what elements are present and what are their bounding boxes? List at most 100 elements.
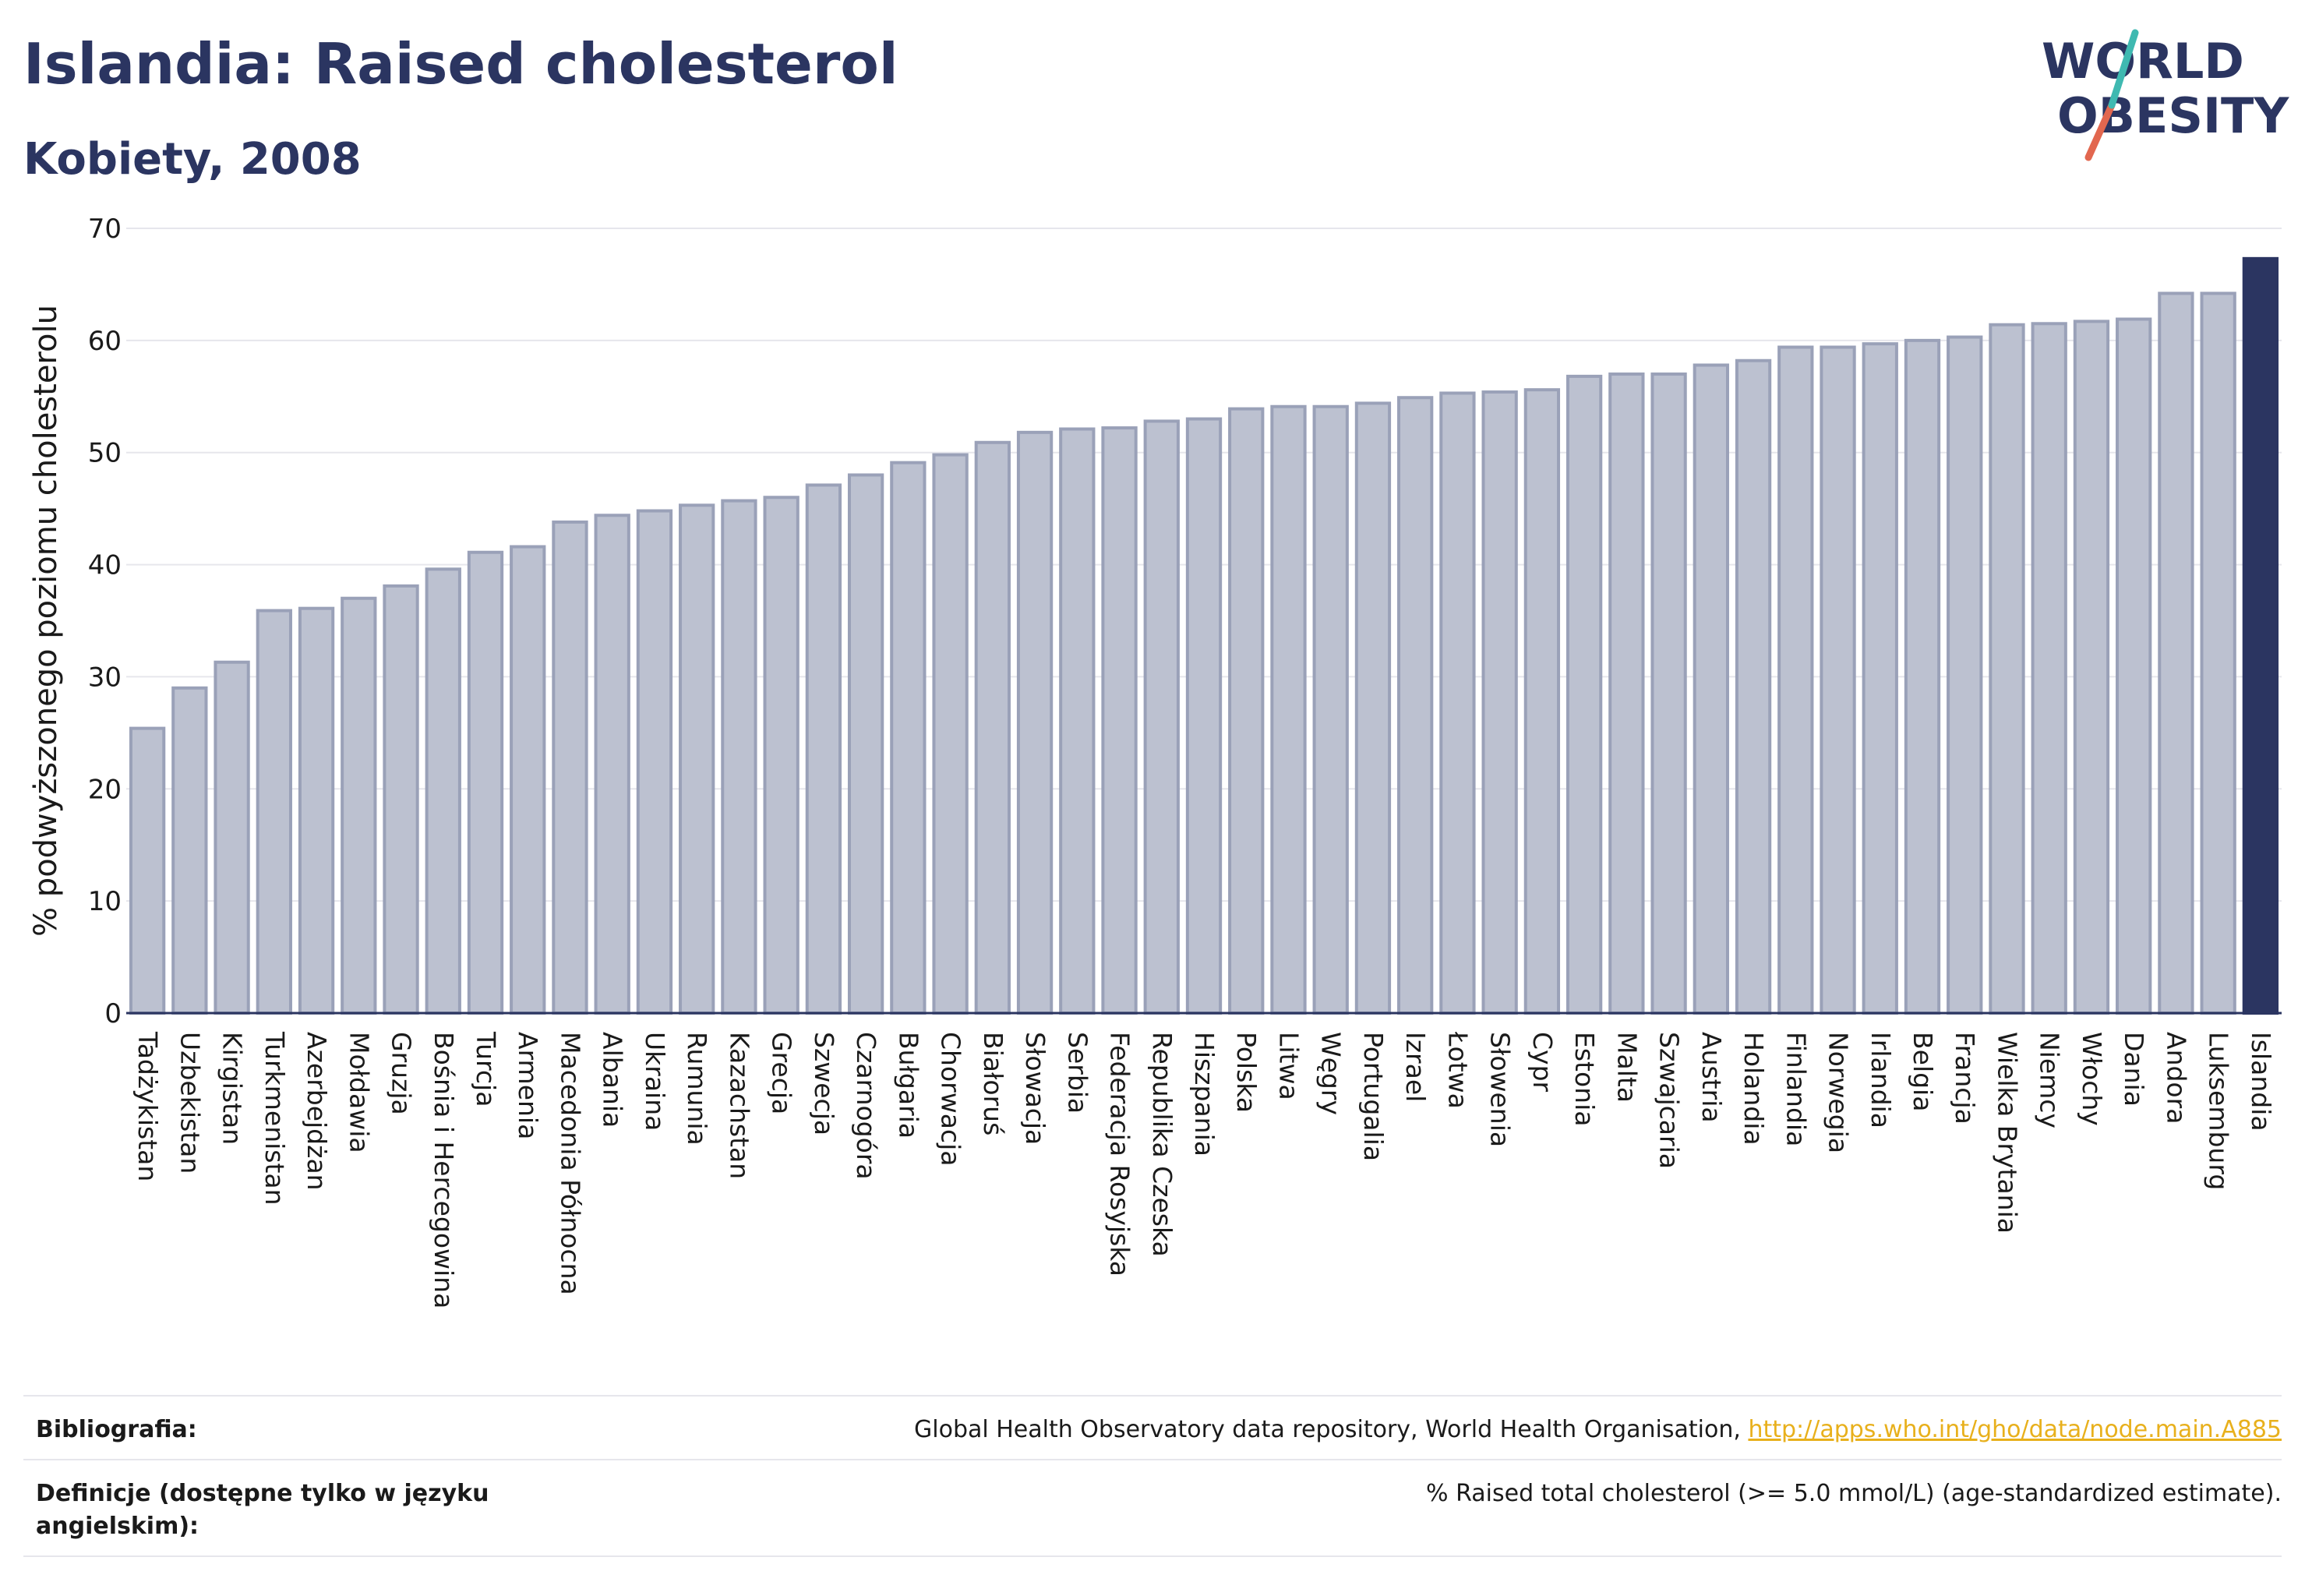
x-category-label: Kazachstan bbox=[724, 1032, 754, 1179]
x-category-label: Włochy bbox=[2077, 1032, 2107, 1126]
bar-Francja bbox=[1947, 335, 1983, 1015]
bar-Belgia bbox=[1904, 338, 1941, 1015]
x-category-label: Albania bbox=[598, 1032, 628, 1128]
x-category-label: Cypr bbox=[1527, 1032, 1558, 1093]
page-subtitle: Kobiety, 2008 bbox=[23, 134, 362, 185]
x-category-label: Macedonia Północna bbox=[555, 1032, 585, 1295]
bar-Macedonia Północna bbox=[552, 520, 588, 1015]
bar-Federacja Rosyjska bbox=[1101, 426, 1138, 1015]
bar-Austria bbox=[1693, 363, 1729, 1015]
definitions-label: Definicje (dostępne tylko w języku angie… bbox=[36, 1480, 489, 1540]
x-category-label: Luksemburg bbox=[2204, 1032, 2234, 1190]
y-tick-label: 20 bbox=[88, 774, 122, 805]
x-category-label: Serbia bbox=[1062, 1032, 1092, 1114]
bar-Hiszpania bbox=[1185, 417, 1223, 1015]
x-category-label: Bośnia i Hercegowina bbox=[429, 1032, 459, 1308]
x-category-label: Mołdawia bbox=[344, 1032, 374, 1153]
footer: Bibliografia: Global Health Observatory … bbox=[23, 1395, 2282, 1557]
x-category-label: Gruzja bbox=[387, 1032, 417, 1115]
bar-Izrael bbox=[1397, 396, 1434, 1015]
bar-Mołdawia bbox=[341, 596, 377, 1015]
x-category-label: Francja bbox=[1950, 1032, 1980, 1125]
x-category-label: Holandia bbox=[1738, 1032, 1769, 1146]
bar-Szwajcaria bbox=[1650, 373, 1687, 1015]
x-category-label: Uzbekistan bbox=[175, 1032, 205, 1174]
bibliography-link[interactable]: http://apps.who.int/gho/data/node.main.A… bbox=[1748, 1416, 2282, 1443]
bars bbox=[129, 256, 2279, 1015]
x-category-label: Federacja Rosyjska bbox=[1105, 1032, 1135, 1276]
bar-Azerbejdżan bbox=[298, 606, 335, 1015]
bibliography-row: Bibliografia: Global Health Observatory … bbox=[23, 1395, 2282, 1459]
logo-line1: WORLD bbox=[2042, 33, 2244, 90]
bar-Irlandia bbox=[1862, 342, 1898, 1015]
x-category-label: Norwegia bbox=[1823, 1032, 1854, 1153]
bar-Luksemburg bbox=[2200, 291, 2236, 1015]
bar-Szwecja bbox=[805, 483, 842, 1015]
bar-Norwegia bbox=[1820, 345, 1856, 1015]
bar-Łotwa bbox=[1439, 391, 1476, 1015]
x-category-label: Turkmenistan bbox=[259, 1031, 290, 1206]
page-title: Islandia: Raised cholesterol bbox=[23, 31, 898, 97]
x-category-label: Hiszpania bbox=[1189, 1032, 1220, 1156]
bar-Chorwacja bbox=[932, 453, 969, 1015]
bar-Włochy bbox=[2073, 320, 2110, 1015]
bar-Holandia bbox=[1735, 358, 1772, 1015]
x-category-label: Rumunia bbox=[682, 1032, 712, 1146]
x-category-label: Grecja bbox=[767, 1032, 797, 1114]
x-category-label: Islandia bbox=[2246, 1032, 2276, 1132]
y-tick-label: 0 bbox=[104, 998, 122, 1029]
x-category-label: Izrael bbox=[1400, 1032, 1431, 1102]
y-axis-ticks: 0 10 20 30 40 50 60 70 bbox=[88, 214, 122, 1029]
x-category-label: Ukraina bbox=[640, 1032, 670, 1131]
x-category-label: Armenia bbox=[513, 1032, 543, 1139]
x-category-label: Finlandia bbox=[1781, 1032, 1811, 1146]
bar-Słowacja bbox=[1016, 430, 1054, 1015]
bar-Białoruś bbox=[974, 440, 1011, 1015]
bar-Kazachstan bbox=[721, 499, 757, 1015]
definitions-value: % Raised total cholesterol (>= 5.0 mmol/… bbox=[1426, 1480, 2282, 1507]
definitions-row: Definicje (dostępne tylko w języku angie… bbox=[23, 1459, 2282, 1557]
y-tick-label: 40 bbox=[88, 550, 122, 581]
x-category-label: Bułgaria bbox=[893, 1032, 923, 1139]
y-tick-label: 60 bbox=[88, 326, 122, 357]
bar-Portugalia bbox=[1354, 401, 1392, 1015]
bar-Polska bbox=[1228, 407, 1265, 1015]
x-category-label: Andora bbox=[2161, 1032, 2191, 1124]
bar-Islandia bbox=[2242, 256, 2279, 1015]
x-category-label: Turcja bbox=[471, 1031, 501, 1107]
bar-Węgry bbox=[1312, 404, 1349, 1015]
bar-Słowenia bbox=[1481, 390, 1518, 1015]
bar-Niemcy bbox=[2031, 322, 2067, 1015]
x-category-label: Kirgistan bbox=[217, 1032, 248, 1145]
x-category-label: Dania bbox=[2119, 1032, 2149, 1107]
y-tick-label: 10 bbox=[88, 886, 122, 917]
x-category-label: Białoruś bbox=[978, 1032, 1008, 1135]
bar-chart: 0 10 20 30 40 50 60 70 Tadżykistan Uzbekistan Kir… bbox=[28, 214, 2282, 1308]
bar-Grecja bbox=[763, 496, 800, 1015]
bar-Litwa bbox=[1270, 404, 1307, 1015]
y-tick-label: 50 bbox=[88, 438, 122, 469]
bar-Dania bbox=[2116, 317, 2152, 1015]
x-category-label: Republika Czeska bbox=[1147, 1032, 1177, 1257]
x-category-label: Węgry bbox=[1316, 1032, 1347, 1115]
bar-Republika Czeska bbox=[1143, 419, 1180, 1015]
bar-Kirgistan bbox=[214, 660, 250, 1015]
x-category-label: Słowenia bbox=[1485, 1032, 1516, 1147]
y-tick-label: 30 bbox=[88, 662, 122, 693]
x-category-label: Niemcy bbox=[2035, 1032, 2065, 1128]
x-category-label: Czarnogóra bbox=[851, 1032, 881, 1180]
bar-Turkmenistan bbox=[256, 609, 292, 1015]
x-category-label: Polska bbox=[1231, 1032, 1262, 1113]
x-category-label: Litwa bbox=[1273, 1032, 1304, 1100]
bar-Finlandia bbox=[1777, 345, 1814, 1015]
x-category-label: Portugalia bbox=[1358, 1032, 1389, 1161]
bar-Czarnogóra bbox=[847, 473, 884, 1015]
bar-Bułgaria bbox=[890, 461, 927, 1015]
bibliography-text: Global Health Observatory data repositor… bbox=[914, 1416, 1749, 1443]
bar-Albania bbox=[594, 514, 630, 1015]
y-axis-label: % podwyższonego poziomu cholesterolu bbox=[28, 305, 64, 937]
x-category-label: Azerbejdżan bbox=[302, 1032, 332, 1191]
x-category-label: Malta bbox=[1611, 1032, 1642, 1103]
bar-Armenia bbox=[510, 545, 546, 1015]
bibliography-value: Global Health Observatory data repositor… bbox=[914, 1414, 2282, 1446]
